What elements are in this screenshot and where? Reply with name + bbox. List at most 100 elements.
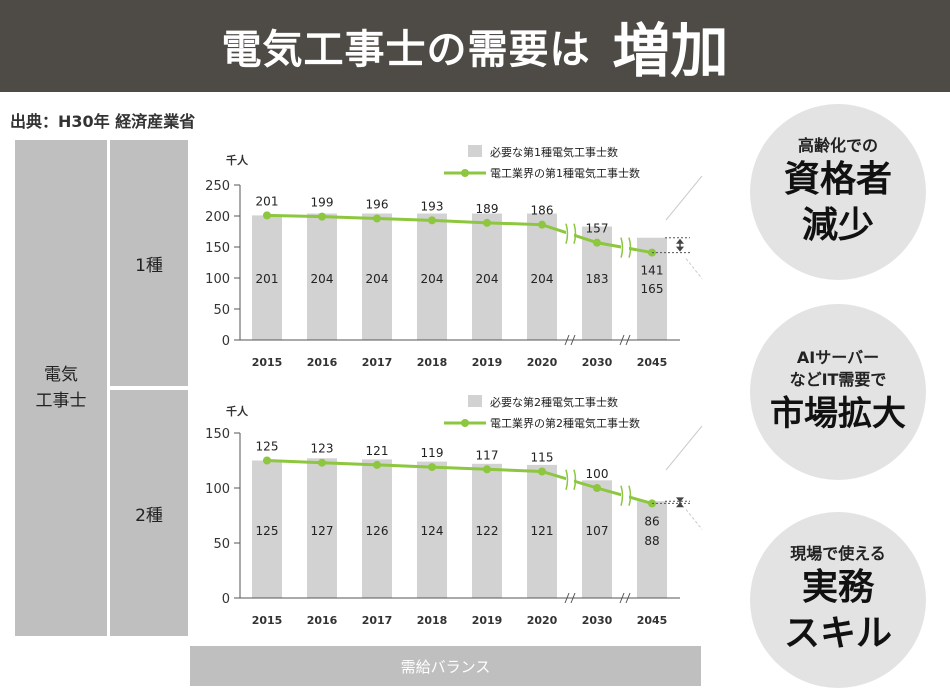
x-tick-label: 2016 [307, 356, 338, 369]
bar-required [417, 213, 447, 340]
bar-value-label: 204 [311, 272, 334, 286]
unit-label: 千人 [226, 153, 249, 167]
axis-break-mark [619, 334, 625, 346]
x-tick-label: 2016 [307, 614, 338, 627]
line-value-label: 157 [586, 222, 609, 236]
category-label-line1: 電気 [44, 365, 78, 385]
x-tick-label: 2018 [417, 356, 448, 369]
line-break-mark [620, 237, 632, 258]
bar-required [252, 460, 282, 598]
x-tick-label: 2030 [582, 614, 613, 627]
circle2-caption2: などIT需要で [789, 370, 887, 389]
line-value-label: 115 [531, 451, 554, 465]
unit-label: 千人 [226, 404, 249, 418]
bar-required [527, 464, 557, 598]
decorative-line [685, 509, 703, 530]
bar-value-label: 126 [366, 524, 389, 538]
line-point [373, 460, 381, 469]
circle1-headline2: 減少 [801, 205, 874, 246]
circle3-headline1: 実務 [801, 567, 874, 608]
line-value-label: 86 [644, 514, 659, 528]
bar-required [472, 463, 502, 598]
bar-required [527, 213, 557, 340]
bar-required [637, 501, 667, 598]
banner-emphasis: 増加 [612, 17, 729, 85]
y-tick-label: 100 [205, 482, 230, 497]
x-tick-label: 2020 [527, 356, 558, 369]
bar-value-label: 88 [644, 534, 659, 548]
bar-value-label: 204 [476, 272, 499, 286]
line-point [263, 456, 271, 465]
line-point [593, 484, 601, 492]
gap-arrowheads [676, 238, 684, 252]
bar-required [582, 480, 612, 598]
source-citation: 出典：H30年 経済産業省 [10, 112, 196, 131]
line-point [428, 463, 436, 472]
bar-value-label: 122 [476, 524, 499, 538]
bar-value-label: 183 [586, 272, 609, 286]
chart-type2: 千人 0 50 100 150 2015 2016 2017 2018 2019 2020 2030 2… [205, 395, 703, 627]
x-tick-label: 2030 [582, 356, 613, 369]
line-actual [266, 459, 653, 505]
x-tick-label: 2045 [637, 356, 668, 369]
bar-value-label: 107 [586, 524, 609, 538]
line-point [538, 467, 546, 476]
bar-required [417, 461, 447, 598]
bar-value-label: 204 [421, 272, 444, 286]
line-value-label: 123 [311, 442, 334, 456]
axis-break-mark [564, 592, 570, 604]
line-value-label: 196 [366, 197, 389, 211]
y-tick-label: 250 [205, 179, 230, 194]
y-tick-label: 0 [222, 334, 230, 349]
bar-value-label: 121 [531, 524, 554, 538]
legend-label-line: 電工業界の第1種電気工事士数 [490, 166, 640, 180]
legend-swatch-bar [468, 145, 482, 157]
bar-required [362, 459, 392, 598]
line-break-gap [621, 237, 629, 258]
line-value-label: 121 [366, 444, 389, 458]
x-tick-label: 2015 [252, 356, 283, 369]
line-point [373, 214, 381, 223]
circle1-caption: 高齢化での [797, 136, 878, 155]
circle2-headline: 市場拡大 [770, 394, 906, 434]
y-tick-label: 200 [205, 210, 230, 225]
line-value-label: 189 [476, 202, 499, 216]
y-tick-label: 100 [205, 272, 230, 287]
y-tick-label: 50 [213, 537, 230, 552]
line-break-gap [566, 469, 574, 490]
point-circle-practical-skills: 現場で使える 実務 スキル [750, 512, 926, 688]
type2-label: 2種 [110, 390, 188, 636]
bar-value-label: 201 [256, 272, 279, 286]
decorative-line [665, 175, 703, 221]
line-point [318, 458, 326, 467]
bar-value-label: 124 [421, 524, 444, 538]
axis-break-mark [564, 334, 570, 346]
bar-required [307, 458, 337, 598]
axis-break-mark [570, 334, 576, 346]
legend-label-line: 電工業界の第2種電気工事士数 [490, 416, 640, 430]
supply-balance-bar: 需給バランス [190, 646, 701, 686]
circle1-headline1: 資格者 [783, 159, 892, 200]
line-value-label: 141 [641, 264, 664, 278]
decorative-line [685, 258, 703, 279]
decorative-line [665, 425, 703, 471]
line-point [593, 238, 601, 247]
y-tick-label: 150 [205, 241, 230, 256]
circle3-headline2: スキル [783, 613, 892, 654]
line-value-label: 199 [311, 196, 334, 210]
legend-label-bar: 必要な第1種電気工事士数 [490, 145, 618, 159]
legend-swatch-bar [468, 395, 482, 407]
bar-required [252, 215, 282, 340]
gap-arrowheads [676, 497, 684, 508]
point-circle-market-expansion: AIサーバー などIT需要で 市場拡大 [750, 304, 926, 480]
circle3-caption: 現場で使える [790, 544, 886, 563]
line-break-mark [565, 223, 577, 244]
x-tick-label: 2018 [417, 614, 448, 627]
line-point [318, 212, 326, 221]
category-label-line2: 工事士 [35, 391, 87, 411]
legend-swatch-point [461, 419, 469, 427]
bar-required [362, 213, 392, 340]
title-banner: 電気工事士の需要は 増加 [0, 0, 950, 92]
bar-required [307, 213, 337, 340]
chart-type1: 千人 0 50 100 150 200 250 2015 2016 2017 2018 2019 202… [205, 145, 703, 369]
